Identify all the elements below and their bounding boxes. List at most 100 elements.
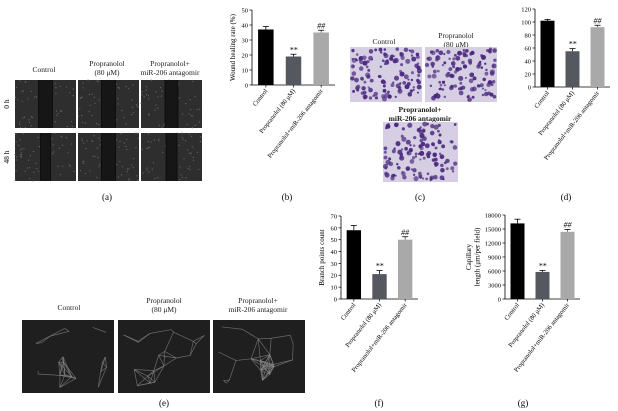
bar xyxy=(258,29,274,85)
y-tick-label: 40 xyxy=(242,22,249,29)
y-tick-label: 0 xyxy=(498,296,501,303)
bar xyxy=(590,27,605,87)
panel-e-header-antagomir: Propranolol+ miR-206 antagomir xyxy=(229,296,288,314)
bar xyxy=(372,274,387,299)
significance-label: ## xyxy=(564,220,573,229)
bar xyxy=(540,20,555,88)
y-tick-label: 0 xyxy=(528,84,531,91)
panel-c-header-control: Control xyxy=(373,37,396,46)
y-tick-label: 70 xyxy=(331,213,338,220)
scratch-image xyxy=(78,132,140,181)
y-tick-label: 20 xyxy=(525,71,532,78)
y-tick-label: 80 xyxy=(525,32,532,39)
panel-c-label: (c) xyxy=(415,192,425,202)
x-tick-label: Control xyxy=(503,302,521,322)
y-tick-label: 60 xyxy=(525,45,532,52)
y-tick-label: 30 xyxy=(331,261,338,268)
bar xyxy=(397,239,413,299)
significance-label: ## xyxy=(401,228,410,237)
y-tick-label: 6000 xyxy=(488,268,501,275)
panel-g-label: (g) xyxy=(518,398,529,408)
y-tick-label: 0 xyxy=(334,296,337,303)
bar xyxy=(565,51,580,87)
tube-image xyxy=(22,320,114,393)
y-axis-label: Wound healing rate (%) xyxy=(229,13,237,81)
x-tick-label: Propranolol (80 μM) xyxy=(537,90,576,137)
tube-image xyxy=(213,320,305,393)
panel-b-label: (b) xyxy=(282,192,293,202)
chart-d: 0 20 40 60 80 100 120 Control ** Propranolol (80 … xyxy=(521,6,610,162)
scratch-image xyxy=(14,80,76,129)
x-tick-label: Propranolol (80 μM) xyxy=(344,302,383,349)
tube-image-grid xyxy=(22,320,305,393)
chart-f: 0 10 20 30 40 50 60 70 Branch points count Contro… xyxy=(318,213,418,374)
y-tick-label: 50 xyxy=(242,7,249,14)
bar xyxy=(535,271,550,299)
significance-label: ** xyxy=(290,45,298,54)
tube-image xyxy=(118,320,210,393)
panel-a-headers: Control Propranolol (80 μM) Propranolol+ m… xyxy=(33,59,200,77)
y-tick-label: 10 xyxy=(331,285,338,292)
transwell-image xyxy=(350,47,422,102)
x-tick-label: Propranolol+miR-206 antagomir xyxy=(513,301,572,373)
significance-label: ** xyxy=(539,262,547,271)
x-tick-label: Propranolol (80 μM) xyxy=(507,302,546,349)
y-axis-label: Branch points count xyxy=(318,229,326,285)
y-tick-label: 12000 xyxy=(485,240,501,247)
y-tick-label: 0 xyxy=(245,82,248,89)
y-tick-label: 40 xyxy=(331,249,338,256)
significance-label: ** xyxy=(569,40,577,49)
transwell-image xyxy=(382,121,458,182)
y-tick-label: 15000 xyxy=(485,226,501,233)
x-tick-label: Propranolol+miR-206 antagomir xyxy=(543,89,602,161)
y-tick-label: 9000 xyxy=(488,254,501,261)
x-tick-label: Control xyxy=(533,90,551,110)
y-tick-label: 20 xyxy=(242,52,249,59)
panel-f-label: (f) xyxy=(375,398,384,408)
chart-b: 0 10 20 30 40 50 Wound healing rate (%) Control… xyxy=(229,7,335,160)
panel-a-row-label-0h: 0 h xyxy=(2,99,11,109)
panel-d-label: (d) xyxy=(561,192,572,202)
y-tick-label: 40 xyxy=(525,58,532,65)
bar xyxy=(560,231,575,299)
panel-a-header-propranolol: Propranolol (80 μM) xyxy=(89,59,124,77)
x-tick-label: Propranolol+miR-206 antagomir xyxy=(267,87,326,159)
panel-c-header-antagomir: Propranolol+ miR-206 antagomir xyxy=(389,105,452,123)
x-tick-label: Control xyxy=(252,88,270,108)
y-tick-label: 18000 xyxy=(485,212,501,219)
panel-a-label: (a) xyxy=(102,192,112,202)
y-tick-label: 3000 xyxy=(488,282,501,289)
bar xyxy=(510,223,525,299)
panel-a-header-antagomir: Propranolol+ miR-206 antagomir xyxy=(141,59,200,77)
y-tick-label: 50 xyxy=(331,237,338,244)
panel-a-row-labels: 0 h 48 h xyxy=(2,99,11,164)
y-tick-label: 20 xyxy=(331,273,338,280)
scratch-image-grid xyxy=(14,79,202,182)
y-tick-label: 120 xyxy=(521,6,531,13)
scratch-image xyxy=(14,132,76,182)
significance-label: ** xyxy=(376,262,384,271)
y-axis-label: Capillarylength (μm/per field) xyxy=(465,227,482,286)
y-tick-label: 10 xyxy=(242,67,249,74)
transwell-image-grid xyxy=(350,47,497,182)
chart-g: 0 3000 6000 9000 12000 15000 18000 Capillarylen… xyxy=(465,212,580,374)
x-tick-label: Propranolol+miR-206 antagomir xyxy=(351,301,410,373)
panel-e-headers: Control Propranolol (80 μM) Propranolol+ m… xyxy=(58,296,288,314)
transwell-image xyxy=(424,47,497,102)
scratch-image xyxy=(141,132,202,181)
x-tick-label: Control xyxy=(340,302,358,322)
bar xyxy=(313,32,329,85)
y-tick-label: 100 xyxy=(521,19,531,26)
panel-a-header-control: Control xyxy=(33,65,56,74)
significance-label: ## xyxy=(594,16,603,25)
bar xyxy=(346,230,362,299)
panel-c-header-propranolol: Propranolol (80 μM) xyxy=(438,31,473,49)
bar xyxy=(285,56,302,85)
panel-c-headers: Control Propranolol (80 μM) Propranolol+ m… xyxy=(373,31,474,123)
scratch-image xyxy=(140,79,202,129)
y-tick-label: 60 xyxy=(331,225,338,232)
y-tick-label: 30 xyxy=(242,37,249,44)
panel-e-header-control: Control xyxy=(58,303,81,312)
panel-e-header-propranolol: Propranolol (80 μM) xyxy=(146,296,181,314)
